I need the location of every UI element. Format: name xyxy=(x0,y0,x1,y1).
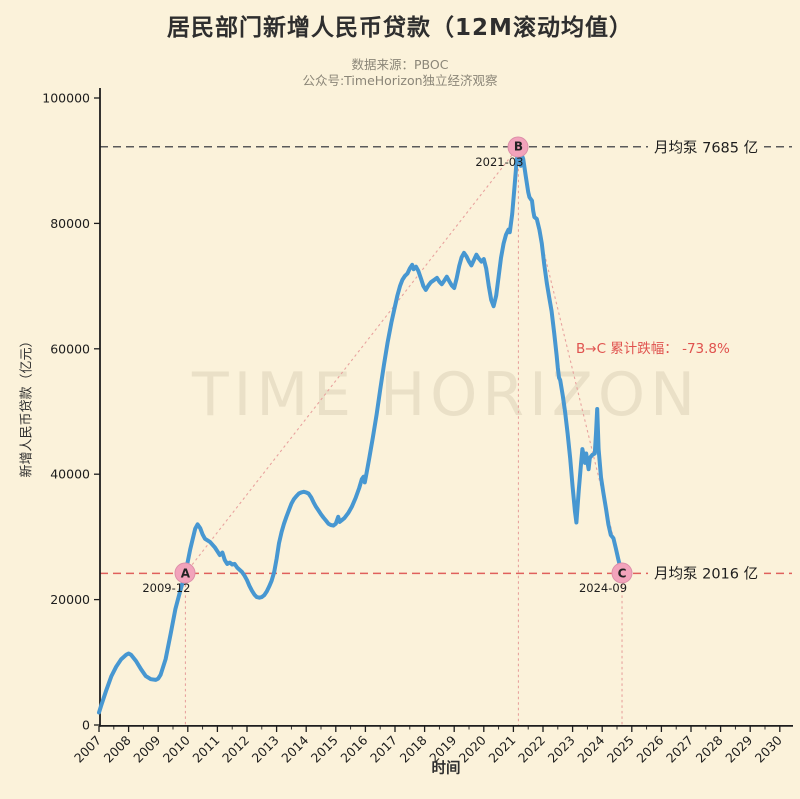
chart-title: 居民部门新增人民币贷款（12M滚动均值） xyxy=(167,15,633,41)
point-marker-c: C xyxy=(611,562,633,584)
x-tick-label: 2028 xyxy=(693,732,726,765)
y-tick-label: 0 xyxy=(82,718,90,733)
point-marker-b: B xyxy=(507,136,529,158)
x-tick-label: 2029 xyxy=(722,732,755,765)
point-marker-a: A xyxy=(174,562,196,584)
y-axis-title: 新增人民币贷款（亿元） xyxy=(19,334,35,478)
connector-A-B xyxy=(184,146,519,574)
x-tick-label: 2009 xyxy=(130,732,163,765)
x-tick-label: 2026 xyxy=(633,732,666,765)
x-axis-title: 时间 xyxy=(431,761,461,777)
monthly-avg-peak-label: 月均泵 7685 亿 xyxy=(648,136,765,158)
y-tick-label: 100000 xyxy=(42,91,90,106)
point-marker-a-letter: A xyxy=(180,566,191,581)
x-tick-label: 2014 xyxy=(278,732,311,765)
y-tick-label: 60000 xyxy=(50,341,90,356)
x-tick-label: 2017 xyxy=(367,733,400,766)
x-tick-label: 2023 xyxy=(545,733,578,766)
x-tick-label: 2013 xyxy=(249,733,282,766)
x-tick-label: 2027 xyxy=(663,733,696,766)
x-tick-label: 2012 xyxy=(219,733,252,766)
point-a-date-label: 2009-12 xyxy=(142,581,191,596)
x-tick-label: 2030 xyxy=(752,732,785,765)
point-marker-b-letter: B xyxy=(513,139,523,154)
x-tick-label: 2020 xyxy=(456,732,489,765)
point-b-date-label: 2021-03 xyxy=(475,154,524,169)
x-tick-label: 2018 xyxy=(397,732,430,765)
monthly-avg-current-label: 月均泵 2016 亿 xyxy=(648,562,765,584)
x-tick-label: 2025 xyxy=(604,733,637,766)
x-tick-label: 2008 xyxy=(101,732,134,765)
x-tick-label: 2021 xyxy=(485,733,518,766)
y-tick-label: 20000 xyxy=(50,592,90,607)
x-tick-label: 2007 xyxy=(71,733,104,766)
point-c-date-label: 2024-09 xyxy=(578,581,628,596)
b-to-c-drawdown-label: B→C 累计跌幅： -73.8% xyxy=(576,341,730,357)
x-tick-label: 2022 xyxy=(515,733,548,766)
loan-series-line xyxy=(97,144,624,715)
y-tick-label: 40000 xyxy=(50,467,90,482)
x-tick-label: 2024 xyxy=(574,732,607,765)
x-tick-label: 2015 xyxy=(308,733,341,766)
x-tick-label: 2010 xyxy=(160,732,193,765)
point-marker-c-letter: C xyxy=(617,566,627,581)
x-tick-label: 2016 xyxy=(337,732,370,765)
x-tick-label: 2011 xyxy=(189,733,222,766)
account-subtitle: 公众号:TimeHorizon独立经济观察 xyxy=(302,73,498,88)
y-tick-label: 80000 xyxy=(50,216,90,231)
data-source-subtitle: 数据来源：PBOC xyxy=(351,57,449,72)
